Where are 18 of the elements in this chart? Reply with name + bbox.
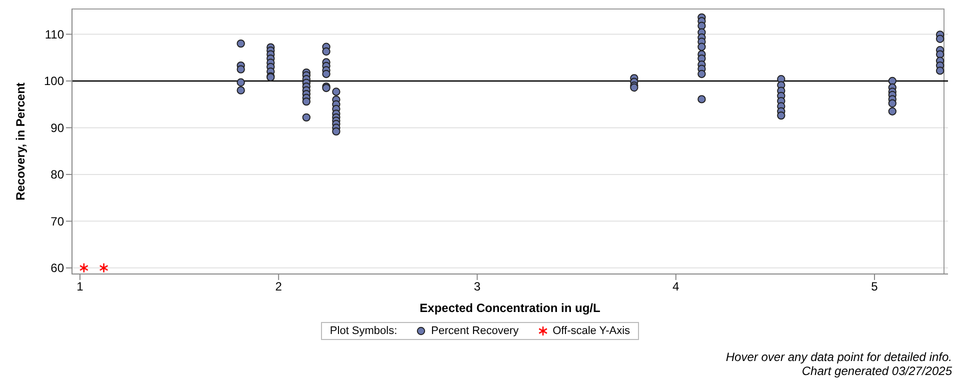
x-tick-label: 1 (76, 280, 84, 294)
x-tick-label: 4 (672, 280, 680, 294)
y-tick-label: 70 (50, 214, 64, 228)
text: Hover over any data point for detailed info. (724, 350, 952, 364)
y-tick-label: 100 (44, 74, 64, 88)
legend-label: Off-scale Y-Axis (552, 325, 630, 338)
x-tick-label: 3 (474, 280, 481, 294)
legend-label: Percent Recovery (430, 325, 519, 338)
y-axis-title: Recovery, in Percent (13, 82, 28, 200)
x-axis-title: Expected Concentration in ug/L (420, 301, 600, 315)
y-tick-label: 80 (50, 168, 64, 182)
legend-title: Plot Symbols: (330, 325, 398, 338)
y-tick-label: 60 (50, 261, 64, 276)
y-tick-label: 110 (44, 28, 64, 42)
y-tick-label: 90 (50, 120, 64, 135)
x-tick-label: 2 (275, 280, 282, 294)
text: Chart generated 03/27/2025 (800, 364, 952, 378)
x-tick-label: 5 (871, 280, 878, 294)
